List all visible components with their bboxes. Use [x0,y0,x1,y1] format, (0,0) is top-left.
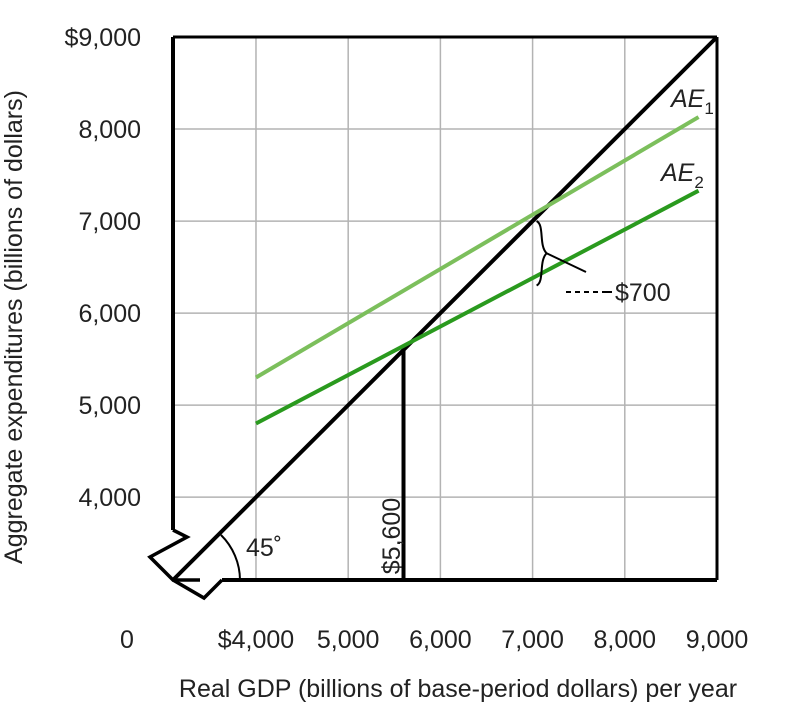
x-tick-label-3: 7,000 [501,626,564,654]
y-tick-label-4: 8,000 [78,116,141,144]
y-tick-label-3: 7,000 [78,208,141,236]
x-tick-label-2: 6,000 [409,626,472,654]
origin-label: 0 [120,626,134,654]
gap-leader [546,252,587,273]
tick-labels: $4,000 5,000 6,000 7,000 8,000 9,000 4,000 5,00… [65,24,749,654]
axes [147,35,719,601]
annotations: 45˚ $5,600 $700 [220,220,671,581]
angle-arc [220,534,241,581]
series-label-1: AE1 [669,85,714,118]
series-line-0 [171,35,719,582]
y-tick-label-2: 6,000 [78,300,141,328]
series-label-2: AE2 [659,159,704,192]
angle-label: 45˚ [246,534,282,562]
equilibrium-label: $5,600 [378,498,406,574]
y-tick-label-1: 5,000 [78,392,141,420]
x-tick-label-1: 5,000 [317,626,380,654]
x-tick-label-5: 9,000 [686,626,749,654]
y-axis-break [147,528,200,582]
x-axis-break [172,578,224,601]
y-tick-label-5: $9,000 [65,24,141,52]
x-tick-label-0: $4,000 [218,626,294,654]
series-line-2 [255,188,700,426]
y-tick-label-0: 4,000 [78,484,141,512]
gap-label: $700 [615,279,671,307]
series-group: AE1 AE2 [171,35,719,582]
x-tick-label-4: 8,000 [594,626,657,654]
gap-brace [535,220,549,287]
x-axis-title: Real GDP (billions of base-period dollar… [179,675,737,703]
series-line-1 [254,115,700,380]
y-axis-title: Aggregate expenditures (billions of doll… [0,90,28,564]
